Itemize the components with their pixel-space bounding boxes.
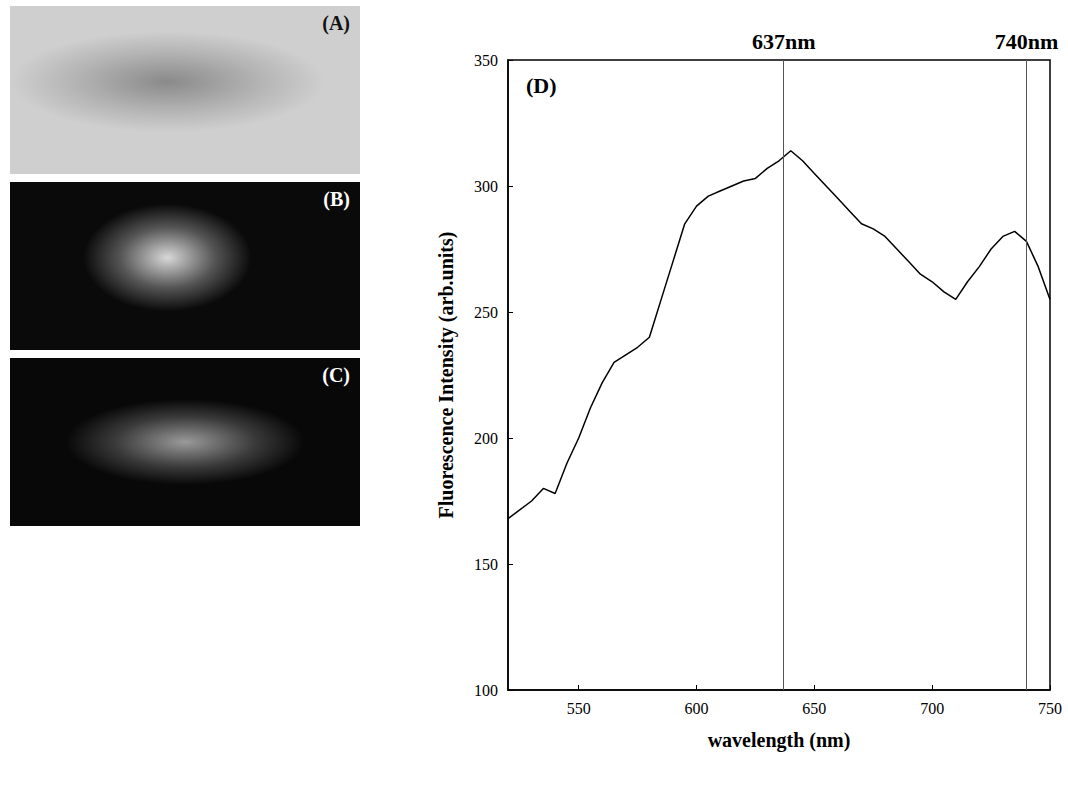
svg-text:600: 600 [685, 700, 709, 717]
svg-text:Fluorescence Intensity (arb.un: Fluorescence Intensity (arb.units) [435, 232, 458, 519]
svg-text:wavelength (nm): wavelength (nm) [708, 729, 851, 752]
svg-text:200: 200 [474, 430, 498, 447]
svg-text:650: 650 [802, 700, 826, 717]
svg-text:350: 350 [474, 52, 498, 69]
svg-text:300: 300 [474, 178, 498, 195]
svg-text:750: 750 [1038, 700, 1062, 717]
svg-text:550: 550 [567, 700, 591, 717]
html-text:(A): (A) [322, 12, 350, 34]
svg-text:(D): (D) [526, 73, 557, 98]
svg-text:150: 150 [474, 556, 498, 573]
svg-text:100: 100 [474, 682, 498, 699]
svg-text:637nm: 637nm [752, 29, 816, 54]
svg-text:250: 250 [474, 304, 498, 321]
svg-text:740nm: 740nm [995, 29, 1059, 54]
svg-text:700: 700 [920, 700, 944, 717]
html-text:(B): (B) [323, 188, 350, 210]
html-text:(C): (C) [322, 364, 350, 386]
